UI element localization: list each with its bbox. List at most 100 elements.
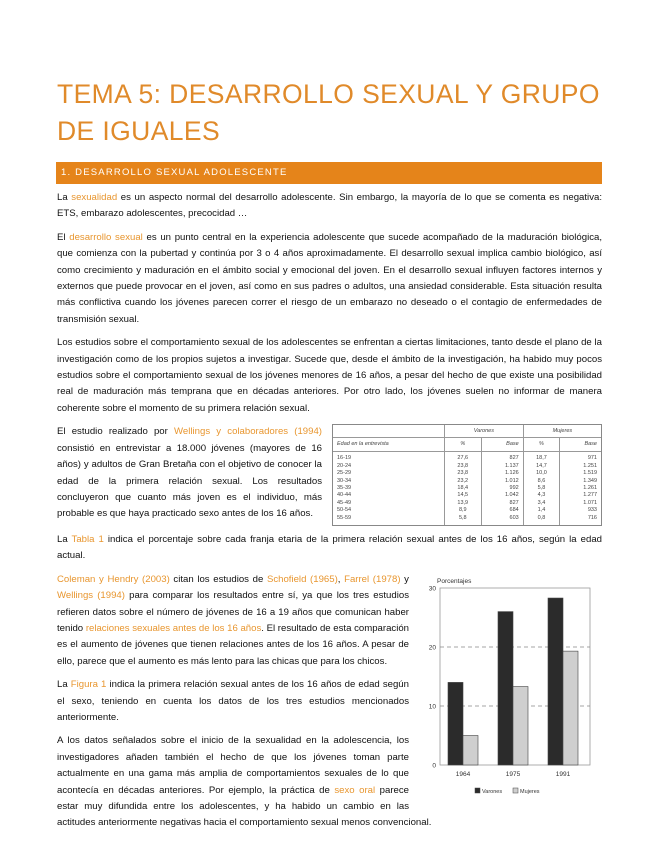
link-tabla-1[interactable]: Tabla 1 bbox=[71, 533, 104, 545]
column-header: % bbox=[522, 437, 560, 453]
text: es un punto central en la experiencia ad… bbox=[57, 231, 603, 325]
table-row: 16-19 27,6 827 18,7 971 bbox=[333, 451, 601, 463]
text: para comparar los resultados entre sí, y… bbox=[57, 590, 409, 634]
table-cell: 827 bbox=[480, 451, 524, 463]
table-cell: 716 bbox=[559, 514, 601, 525]
link-schofield[interactable]: Schofield (1965) bbox=[266, 573, 338, 585]
text: parece estar muy difundida entre los ado… bbox=[57, 784, 432, 829]
table-cell: 18,7 bbox=[522, 451, 560, 463]
table-row: 25-29 23,8 1.126 10,0 1.519 bbox=[333, 470, 601, 478]
text: indica el porcentaje sobre cada franja e… bbox=[57, 533, 602, 562]
table-cell: 1,4 bbox=[522, 507, 560, 515]
table-cell: 14,7 bbox=[522, 462, 560, 471]
figure-1-chart: Porcentajes 0 10 20 30 1964 1975 1991 Varones Mu… bbox=[429, 578, 591, 795]
link-wellings-1994[interactable]: Wellings (1994) bbox=[57, 590, 125, 602]
table-row: 55-59 5,8 603 0,8 716 bbox=[333, 514, 601, 525]
table-cell: 1.042 bbox=[480, 492, 524, 500]
bar-mujeres-1964 bbox=[462, 734, 479, 766]
table-cell: 45-49 bbox=[337, 499, 352, 506]
table-cell: 992 bbox=[480, 484, 524, 493]
section-heading: 1. DESARROLLO SEXUAL ADOLESCENTE bbox=[56, 162, 602, 184]
table-cell: 8,6 bbox=[522, 477, 560, 485]
table-cell: 23,8 bbox=[444, 470, 482, 478]
table-cell: 971 bbox=[559, 451, 601, 463]
x-tick-label: 1991 bbox=[556, 771, 571, 778]
table-row: 35-39 18,4 992 5,8 1.261 bbox=[333, 484, 601, 493]
table-cell: 1.261 bbox=[559, 484, 601, 493]
table-cell: 933 bbox=[559, 507, 601, 515]
table-cell: 1.126 bbox=[480, 470, 524, 478]
x-tick-label: 1975 bbox=[506, 771, 521, 778]
legend-label-mujeres: Mujeres bbox=[520, 789, 540, 795]
bar-mujeres-1975 bbox=[512, 685, 529, 766]
link-desarrollo-sexual[interactable]: desarrollo sexual bbox=[69, 231, 143, 243]
column-header: Base bbox=[559, 437, 601, 453]
link-wellings[interactable]: Wellings y colaboradores (1994) bbox=[174, 426, 323, 438]
group-header-varones: Varones bbox=[444, 425, 524, 439]
table-cell: 35-39 bbox=[337, 484, 352, 491]
y-tick-label: 0 bbox=[432, 762, 436, 769]
table-cell: 4,3 bbox=[522, 492, 560, 500]
table-cell: 5,8 bbox=[522, 484, 560, 493]
table-cell: 40-44 bbox=[337, 492, 352, 499]
table-cell: 1.349 bbox=[559, 477, 601, 485]
text: La bbox=[57, 533, 72, 545]
table-cell: 5,8 bbox=[444, 514, 482, 525]
link-coleman[interactable]: Coleman y Hendry (2003) bbox=[57, 573, 170, 585]
table-row: 45-49 13,9 827 3,4 1.071 bbox=[333, 499, 601, 508]
table-cell: 1.519 bbox=[559, 470, 601, 478]
x-tick-label: 1964 bbox=[456, 771, 471, 778]
column-header: Edad en la entrevista bbox=[333, 437, 445, 453]
link-relaciones[interactable]: relaciones sexuales antes de los 16 años bbox=[85, 622, 262, 634]
link-figura-1[interactable]: Figura 1 bbox=[70, 679, 107, 691]
link-farrel[interactable]: Farrel (1978) bbox=[344, 573, 401, 585]
paragraph-tabla: La Tabla 1 indica el porcentaje sobre ca… bbox=[57, 532, 602, 565]
text: indica la primera relación sexual antes … bbox=[57, 679, 409, 723]
table-row: 30-34 23,2 1.012 8,6 1.349 bbox=[333, 477, 601, 485]
text: El estudio realizado por bbox=[57, 426, 175, 438]
table-cell: 10,0 bbox=[522, 470, 560, 478]
bar-varones-1975 bbox=[497, 611, 514, 766]
table-cell: 30-34 bbox=[337, 477, 352, 484]
table-cell: 27,6 bbox=[444, 451, 482, 463]
text: , bbox=[337, 573, 345, 585]
table-cell: 0,8 bbox=[522, 514, 560, 525]
table-body: 16-19 27,6 827 18,7 971 20-24 23,8 1.137 14,7 1.2… bbox=[333, 451, 601, 525]
table-cell: 16-19 bbox=[337, 455, 352, 462]
link-sexualidad[interactable]: sexualidad bbox=[71, 192, 118, 203]
table-row: 50-54 8,9 684 1,4 933 bbox=[333, 507, 601, 515]
text: consistió en entrevistar a 18.000 jóvene… bbox=[57, 442, 322, 520]
table-cell: 55-59 bbox=[337, 514, 352, 521]
table-cell: 23,8 bbox=[444, 462, 482, 471]
y-axis-label: Porcentajes bbox=[437, 578, 472, 585]
bar-varones-1964 bbox=[447, 681, 464, 766]
paragraph-desarrollo-sexual: El desarrollo sexual es un punto central… bbox=[57, 230, 602, 328]
table-cell: 18,4 bbox=[444, 484, 482, 493]
table-cell: 684 bbox=[480, 507, 524, 515]
table-cell: 1.012 bbox=[480, 477, 524, 485]
table-cell: 1.137 bbox=[480, 462, 524, 471]
paragraph-coleman: Coleman y Hendry (2003) citan los estudi… bbox=[57, 572, 602, 670]
text: es un aspecto normal del desarrollo adol… bbox=[57, 192, 602, 220]
paragraph-wellings: El estudio realizado por Wellings y cola… bbox=[57, 424, 602, 522]
column-header: % bbox=[444, 437, 482, 453]
text: . El resultado de esta comparación es el… bbox=[57, 622, 410, 667]
paragraph-figura: La Figura 1 indica la primera relación s… bbox=[57, 677, 602, 726]
text: La bbox=[57, 679, 71, 691]
paragraph-datos: A los datos señalados sobre el inicio de… bbox=[57, 733, 602, 831]
table-cell: 23,2 bbox=[444, 477, 482, 485]
table-cell: 1.277 bbox=[559, 492, 601, 500]
page-title: TEMA 5: DESARROLLO SEXUAL Y GRUPO DE IGU… bbox=[57, 79, 600, 146]
legend-label-varones: Varones bbox=[482, 789, 502, 795]
link-sexo-oral[interactable]: sexo oral bbox=[334, 784, 376, 796]
bar-mujeres-1991 bbox=[562, 650, 579, 766]
text: A los datos señalados sobre el inicio de… bbox=[57, 735, 409, 796]
text: y bbox=[400, 573, 409, 585]
table-cell: 1.251 bbox=[559, 462, 601, 471]
table-cell: 50-54 bbox=[337, 507, 352, 514]
page: TEMA 5: DESARROLLO SEXUAL Y GRUPO DE IGU… bbox=[56, 0, 602, 839]
table-1: Varones Mujeres Edad en la entrevista % … bbox=[332, 424, 602, 526]
table-cell: 25-29 bbox=[337, 470, 352, 477]
table-cell: 8,9 bbox=[444, 507, 482, 515]
table-cell: 13,9 bbox=[444, 499, 482, 508]
